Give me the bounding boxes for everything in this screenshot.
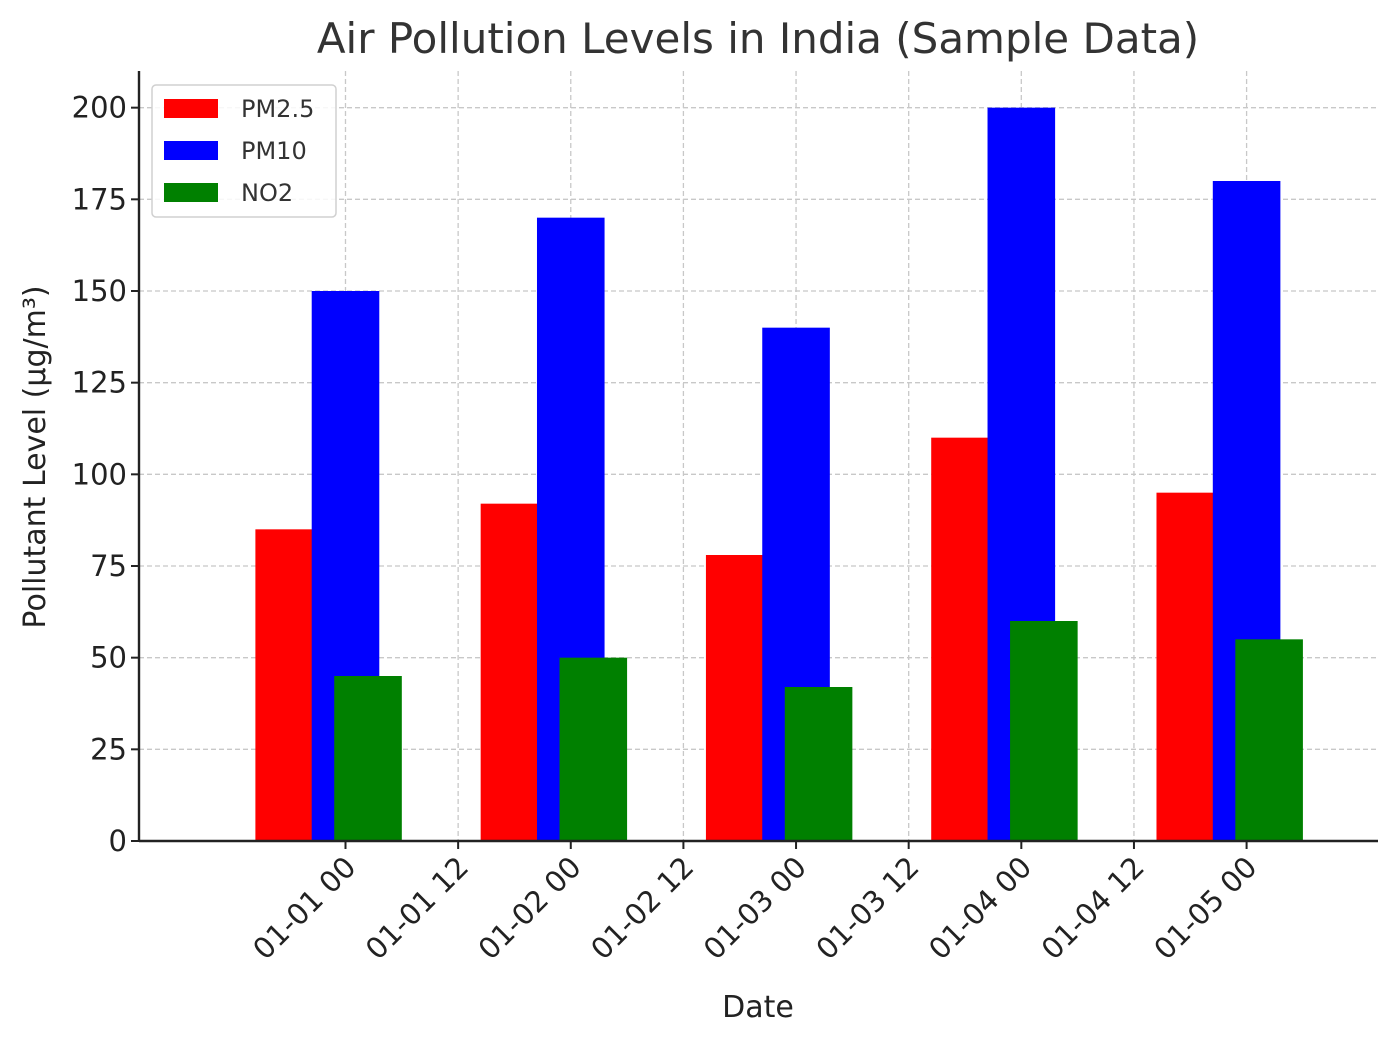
y-axis-label: Pollutant Level (µg/m³): [18, 285, 53, 628]
y-tick-label: 75: [90, 549, 127, 583]
bar-no2-01-01: [334, 676, 402, 841]
x-axis-label: Date: [722, 990, 794, 1025]
bars: [255, 107, 1303, 842]
y-axis-ticks: 0 25 50 75 100 125 150 175 200: [72, 91, 139, 858]
legend-label: NO2: [241, 179, 293, 207]
bar-pm25-01-05: [1156, 492, 1225, 841]
y-tick-label: 50: [90, 641, 127, 675]
y-tick-label: 100: [72, 457, 127, 491]
legend-swatch: [164, 183, 218, 202]
bar-no2-01-05: [1235, 639, 1303, 841]
y-tick-label: 200: [72, 91, 127, 125]
y-tick-label: 0: [109, 824, 127, 858]
legend-swatch: [164, 141, 218, 160]
legend-label: PM2.5: [241, 95, 314, 123]
y-tick-label: 150: [72, 274, 127, 308]
bar-no2-01-03: [784, 687, 853, 841]
bar-no2-01-04: [1010, 621, 1078, 841]
bar-no2-01-02: [559, 657, 628, 841]
chart-title: Air Pollution Levels in India (Sample Da…: [317, 14, 1199, 63]
y-tick-label: 125: [72, 366, 127, 400]
legend-swatch: [164, 99, 218, 118]
y-tick-label: 175: [72, 182, 127, 216]
legend-label: PM10: [241, 137, 307, 165]
legend: PM2.5 PM10 NO2: [151, 84, 337, 218]
y-tick-label: 25: [90, 732, 127, 766]
